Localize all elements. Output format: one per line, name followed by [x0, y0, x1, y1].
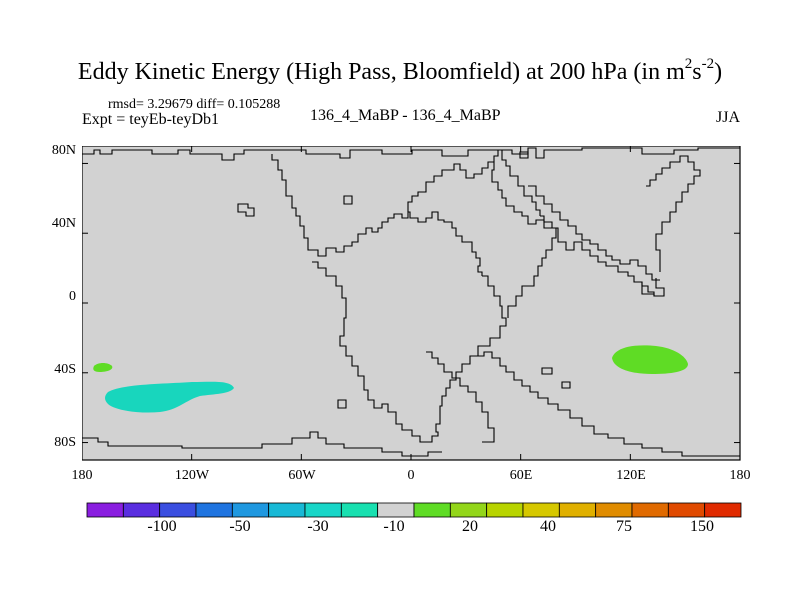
coastline-africa: [439, 275, 507, 416]
anomaly-small-pacific: [93, 363, 113, 372]
colorbar-label: 20: [462, 518, 478, 535]
colorbar-cell: [631, 502, 669, 518]
colorbar-cell: [558, 502, 597, 518]
season-label: JJA: [716, 109, 741, 126]
colorbar-cell: [268, 502, 306, 518]
coastline-arctic: [82, 147, 740, 161]
colorbar-cell: [486, 502, 524, 518]
coastline-island-south: [337, 399, 347, 409]
x-tick-label: 60W: [288, 468, 316, 483]
colorbar-cell: [595, 502, 633, 518]
x-tick-label: 180: [71, 468, 93, 483]
experiment-label: Expt = teyEb-teyDb1: [82, 111, 219, 128]
x-tick-label: 120E: [616, 468, 646, 483]
colorbar: [86, 502, 742, 518]
coastline-island-ne: [519, 151, 529, 159]
colorbar-cell: [413, 502, 451, 518]
coastline-asia-east: [528, 185, 660, 281]
coastline-japan: [634, 278, 665, 297]
x-tick-label: 0: [407, 468, 415, 483]
coastline-australia: [478, 351, 740, 457]
map-background: [82, 146, 740, 460]
coastline-east-africa: [507, 227, 557, 318]
colorbar-cell: [667, 502, 706, 518]
colorbar-label: -30: [307, 518, 329, 535]
x-tick-label: 60E: [509, 468, 533, 483]
coastline-europe: [407, 161, 552, 229]
colorbar-cell: [377, 502, 415, 518]
coastline-iceland: [237, 203, 255, 217]
coastline-island-indian: [541, 367, 553, 375]
coastline-greenland-small: [343, 195, 353, 205]
y-tick-label: 0: [69, 289, 76, 304]
colorbar-cell: [122, 502, 161, 518]
colorbar-label: -50: [229, 518, 251, 535]
colorbar-cell: [304, 502, 342, 518]
colorbar-cell: [704, 502, 742, 518]
colorbar-cell: [340, 502, 379, 518]
tick-marks: [82, 146, 741, 460]
colorbar-cell: [159, 502, 197, 518]
colorbar-cell: [86, 502, 124, 518]
y-tick-label: 40S: [54, 362, 76, 377]
colorbar-label: 40: [540, 518, 556, 535]
stats-line: rmsd= 3.29679 diff= 0.105288: [108, 97, 281, 112]
anomaly-fields: [93, 345, 688, 413]
anomaly-australia: [612, 345, 688, 374]
y-tick-label: 80N: [51, 143, 76, 158]
x-tick-label: 120W: [174, 468, 210, 483]
y-tick-label: 80S: [54, 435, 76, 450]
colorbar-label: 150: [690, 518, 714, 535]
coastline-south-america: [312, 261, 441, 443]
coastline-scandinavia: [493, 149, 541, 216]
colorbar-cell: [195, 502, 233, 518]
subtitle: 136_4_MaBP - 136_4_MaBP: [310, 107, 501, 124]
x-tick-label: 180: [729, 468, 751, 483]
chart-title: Eddy Kinetic Energy (High Pass, Bloomfie…: [77, 56, 723, 85]
y-tick-label: 40N: [51, 216, 76, 231]
coastline-north-america: [271, 154, 483, 276]
anomaly-south-pacific: [105, 381, 234, 413]
coastline-antarctica-west: [82, 431, 442, 457]
colorbar-cell: [449, 502, 488, 518]
coastline-siberia: [646, 155, 701, 272]
colorbar-label: 75: [616, 518, 632, 535]
colorbar-cell: [522, 502, 560, 518]
coastline-island-south2: [561, 381, 571, 389]
colorbar-label: -10: [383, 518, 405, 535]
colorbar-label: -100: [147, 518, 177, 535]
map-plot: [82, 146, 741, 461]
coastlines: [82, 147, 740, 457]
colorbar-cell: [231, 502, 270, 518]
coastline-southern-africa: [426, 351, 495, 443]
